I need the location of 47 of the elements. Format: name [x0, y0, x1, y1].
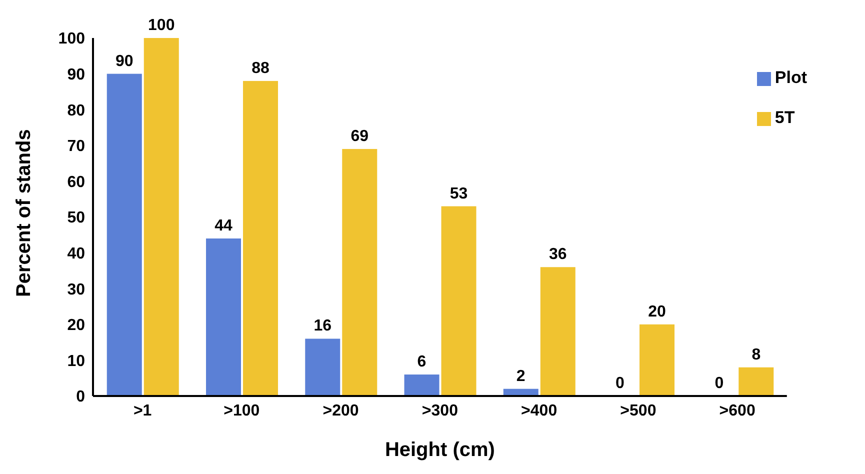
bar	[738, 367, 774, 396]
bar	[305, 338, 340, 396]
bar	[640, 324, 675, 396]
data-label: 69	[350, 128, 369, 145]
y-tick-label: 30	[67, 281, 86, 298]
data-label: 8	[752, 346, 761, 364]
data-label: 100	[148, 17, 175, 34]
data-label: 90	[115, 52, 134, 70]
bar	[106, 74, 142, 396]
data-label: 0	[616, 375, 625, 392]
data-label: 44	[214, 217, 233, 234]
legend-label: Plot	[774, 68, 807, 87]
bar	[243, 80, 278, 396]
data-label: 20	[648, 303, 666, 320]
y-tick-label: 40	[67, 245, 86, 262]
x-tick-label: >600	[719, 402, 756, 420]
y-tick-label: 10	[67, 352, 86, 370]
x-tick-label: >100	[224, 402, 260, 420]
x-tick-label: >1	[133, 402, 152, 420]
bar	[540, 267, 576, 396]
data-label: 36	[548, 246, 567, 264]
data-label: 0	[714, 375, 724, 392]
y-tick-label: 100	[58, 30, 86, 48]
y-tick-label: 50	[67, 210, 86, 227]
data-label: 6	[417, 354, 426, 371]
data-label: 53	[450, 185, 468, 202]
bar	[144, 38, 179, 396]
data-label: 88	[252, 60, 270, 77]
y-axis-title: Percent of stands	[13, 129, 36, 297]
y-tick-label: 70	[67, 138, 86, 156]
bar	[342, 148, 378, 396]
x-tick-label: >300	[422, 402, 458, 420]
y-tick-label: 20	[67, 317, 86, 334]
y-tick-label: 0	[76, 388, 86, 406]
y-tick-label: 60	[67, 174, 86, 191]
y-tick-label: 90	[67, 66, 86, 84]
x-tick-label: >200	[322, 402, 359, 420]
x-tick-label: >400	[521, 402, 558, 420]
data-label: 2	[516, 368, 526, 385]
x-tick-label: >500	[620, 402, 656, 420]
data-label: 16	[314, 318, 332, 335]
x-axis-title: Height (cm)	[384, 439, 495, 461]
bar	[404, 374, 440, 396]
legend-label: 5T	[774, 108, 795, 127]
y-tick-label: 80	[67, 102, 86, 120]
bar	[206, 238, 242, 396]
bar	[441, 206, 476, 396]
